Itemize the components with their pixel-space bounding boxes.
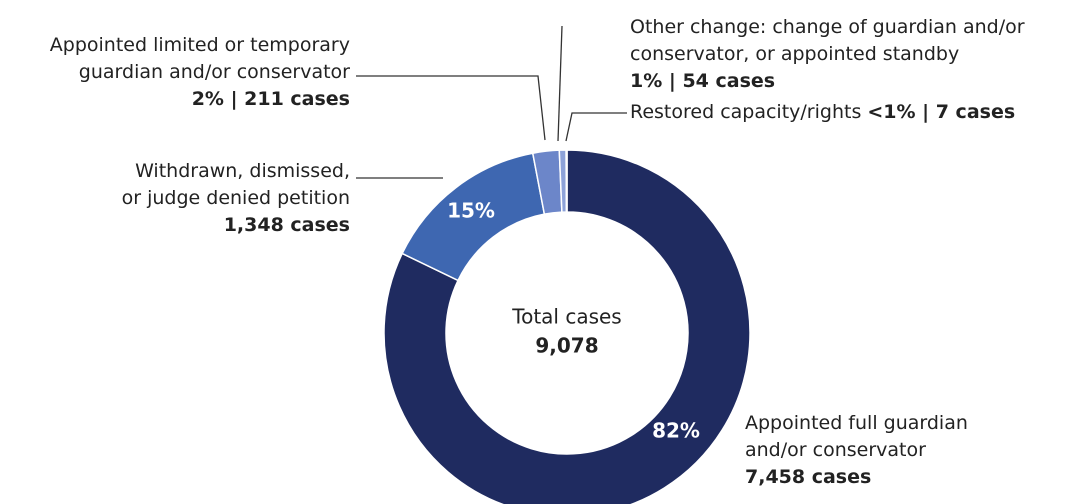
value-label: 7 cases bbox=[935, 101, 1016, 123]
slice-label: Other change: change of guardian and/or … bbox=[630, 14, 1025, 95]
leader-lines bbox=[356, 25, 627, 179]
category-label: Other change: change of guardian and/or … bbox=[630, 16, 1025, 65]
donut-slice bbox=[383, 149, 751, 504]
value-label: 211 cases bbox=[244, 88, 350, 110]
center-label: Total cases bbox=[511, 305, 621, 329]
value-label: 1,348 cases bbox=[223, 214, 350, 236]
category-label: Appointed full guardian and/or conservat… bbox=[745, 412, 968, 461]
percent-label: 2% bbox=[191, 88, 224, 110]
slice-label: Withdrawn, dismissed, or judge denied pe… bbox=[122, 158, 350, 239]
percent-label: 1% bbox=[630, 70, 663, 92]
category-label: Withdrawn, dismissed, or judge denied pe… bbox=[121, 160, 350, 209]
leader-line bbox=[356, 75, 546, 141]
value-line: 2% | 211 cases bbox=[50, 86, 350, 113]
slice-label: Appointed limited or temporary guardian … bbox=[50, 32, 350, 113]
value-label: 7,458 cases bbox=[745, 466, 872, 488]
separator: | bbox=[223, 88, 245, 110]
donut-slice bbox=[565, 149, 568, 213]
leader-line bbox=[557, 25, 563, 142]
center-value: 9,078 bbox=[535, 334, 598, 358]
separator: | bbox=[662, 70, 683, 92]
slice-label: Restored capacity/rights <1% | 7 cases bbox=[630, 99, 1015, 126]
value-line: <1% | 7 cases bbox=[867, 101, 1015, 123]
value-label: 54 cases bbox=[682, 70, 776, 92]
separator: | bbox=[915, 101, 936, 123]
percent-label: 82% bbox=[652, 419, 700, 443]
percent-label: <1% bbox=[867, 101, 916, 123]
value-line: 1,348 cases bbox=[122, 212, 350, 239]
category-label: Restored capacity/rights bbox=[630, 101, 862, 123]
value-line: 7,458 cases bbox=[745, 464, 968, 491]
category-label: Appointed limited or temporary guardian … bbox=[49, 34, 350, 83]
percent-label: 15% bbox=[447, 199, 495, 223]
slice-label: Appointed full guardian and/or conservat… bbox=[745, 410, 968, 491]
leader-line bbox=[565, 112, 627, 142]
value-line: 1% | 54 cases bbox=[630, 68, 1025, 95]
